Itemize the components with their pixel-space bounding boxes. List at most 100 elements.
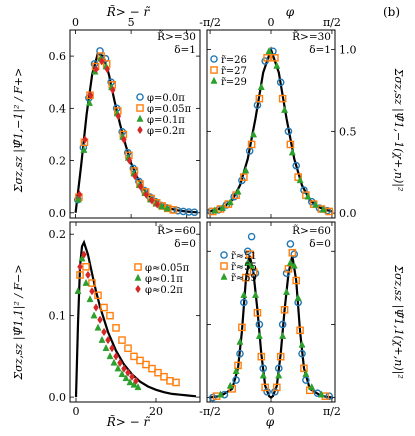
data-point xyxy=(271,53,279,62)
data-point xyxy=(271,387,279,396)
data-point xyxy=(276,352,285,361)
legend-marker xyxy=(210,55,218,63)
legend-marker xyxy=(210,66,218,74)
data-point xyxy=(247,232,256,241)
legend-label: φ=0.0π xyxy=(147,93,185,104)
panel-bottom-right: -π/2 0 π/2 R̃>=60δ=0 r̃≈51r̃≈55r̃≈59 xyxy=(199,221,341,418)
plot-area xyxy=(208,232,334,402)
data-point xyxy=(234,187,242,195)
data-point xyxy=(283,287,291,295)
data-point xyxy=(249,267,258,276)
series-triangle xyxy=(211,46,327,214)
data-point xyxy=(143,190,149,199)
data-point xyxy=(130,352,138,361)
y-tick-label: 0.0 xyxy=(49,391,67,404)
data-point xyxy=(190,208,199,217)
data-point xyxy=(261,383,269,392)
data-point xyxy=(110,358,118,366)
panel-annotation: δ=0 xyxy=(309,238,331,250)
data-point xyxy=(251,290,259,298)
y-tick-label: 0.0 xyxy=(339,207,357,220)
y-tick-label: 0.0 xyxy=(49,207,67,220)
data-point xyxy=(244,258,252,266)
legend-label: φ≈0.05π xyxy=(145,263,190,274)
legend-label: r̃≈59 xyxy=(231,273,257,284)
data-point xyxy=(284,127,293,136)
data-point xyxy=(290,261,298,269)
data-point xyxy=(234,361,242,370)
data-point xyxy=(100,303,108,312)
bottom-left-ylabel: Σσz,sz |Ψ̃1,1|² / F−> xyxy=(12,264,26,380)
data-point xyxy=(122,374,130,382)
data-point xyxy=(125,368,131,377)
legend-marker xyxy=(210,76,218,84)
series-diamond xyxy=(77,250,139,385)
legend-marker xyxy=(134,263,142,271)
data-point xyxy=(296,326,304,335)
data-point xyxy=(298,349,306,358)
data-point xyxy=(82,262,90,271)
x-tick-label: 0 xyxy=(268,405,275,418)
panel-annotation: R̃>=60 xyxy=(292,224,331,237)
data-point xyxy=(278,320,287,329)
legend-marker xyxy=(136,93,144,101)
data-point xyxy=(300,186,308,195)
data-point xyxy=(219,203,227,211)
series-square xyxy=(212,248,330,400)
y-tick-label: 1.0 xyxy=(339,44,357,57)
data-point xyxy=(86,295,94,303)
data-point xyxy=(302,369,310,377)
data-point xyxy=(273,383,281,392)
y-tick-label: 0.4 xyxy=(49,102,67,115)
data-point xyxy=(93,65,99,74)
data-point xyxy=(292,161,301,170)
legend-label: r̃=27 xyxy=(221,66,247,77)
data-point xyxy=(286,258,294,266)
panel-annotation: R̃>=30 xyxy=(157,30,196,43)
legend-marker xyxy=(220,262,228,270)
data-point xyxy=(88,279,96,287)
plot-area xyxy=(73,47,199,217)
data-point xyxy=(240,298,248,307)
data-point xyxy=(286,140,295,149)
data-point xyxy=(232,367,240,375)
data-point xyxy=(104,65,111,74)
top-right-xlabel: φ xyxy=(286,5,295,19)
data-point xyxy=(158,202,166,210)
legend-label: φ=0.1π xyxy=(147,115,185,126)
data-point xyxy=(317,390,325,398)
data-point xyxy=(124,344,132,353)
data-point xyxy=(115,112,122,121)
data-point xyxy=(85,98,93,106)
data-point xyxy=(94,291,102,300)
x-tick-label: π/2 xyxy=(323,405,341,418)
bottom-left-xlabel: R̃> − r̃ xyxy=(106,414,151,429)
legend-marker xyxy=(134,273,142,281)
data-point xyxy=(106,311,114,320)
data-point xyxy=(257,352,266,361)
panel-annotation: δ=1 xyxy=(309,44,331,56)
data-point xyxy=(294,293,302,301)
legend-label: r̃=26 xyxy=(221,55,247,66)
series-triangle xyxy=(217,258,325,398)
x-tick-label: 0 xyxy=(268,16,275,29)
data-point xyxy=(240,173,248,181)
data-point xyxy=(98,335,106,343)
data-point xyxy=(82,278,90,286)
x-tick-label: -π/2 xyxy=(199,16,221,29)
data-point xyxy=(136,356,144,365)
data-point xyxy=(209,393,217,402)
data-point xyxy=(255,94,264,103)
data-point xyxy=(230,192,238,201)
data-point xyxy=(292,276,301,285)
data-point xyxy=(263,387,271,396)
theory-curve xyxy=(74,239,197,398)
data-point xyxy=(81,250,87,259)
data-point xyxy=(226,198,234,206)
top-left-ylabel: Σσz,sz |Ψ̃1,−1|² / F+> xyxy=(12,68,26,193)
data-point xyxy=(106,352,114,360)
series-circle xyxy=(209,232,333,402)
data-point xyxy=(259,371,267,379)
